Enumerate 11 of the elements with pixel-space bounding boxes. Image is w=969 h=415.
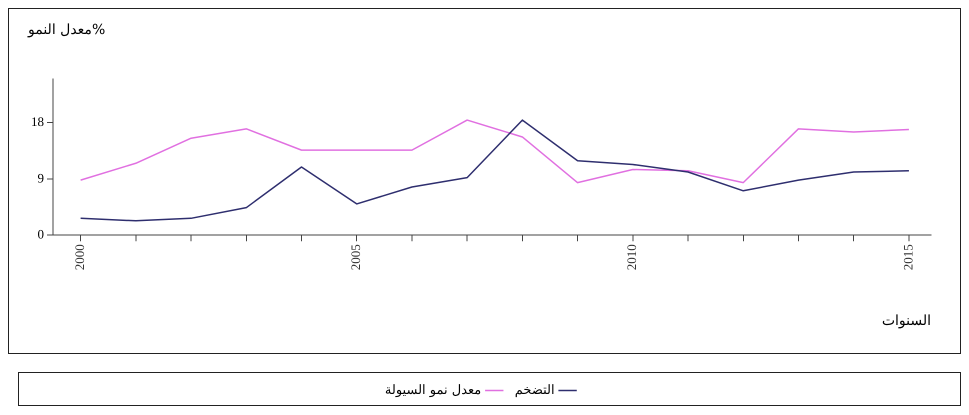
y-tick-label: 18 (31, 114, 44, 130)
y-tick-label: 9 (38, 170, 44, 186)
x-tick-label: 2005 (348, 244, 364, 270)
x-tick-label: 2010 (624, 244, 640, 270)
y-tick-label: 0 (38, 226, 44, 242)
x-tick-label: 2015 (900, 244, 916, 270)
chart-title: معدل النمو% (27, 22, 106, 38)
x-tick-label: 2000 (72, 244, 88, 270)
legend-label: معدل نمو السيولة (384, 382, 482, 398)
legend-label: التضخم (514, 382, 555, 398)
x-axis-title: السنوات (882, 313, 931, 330)
